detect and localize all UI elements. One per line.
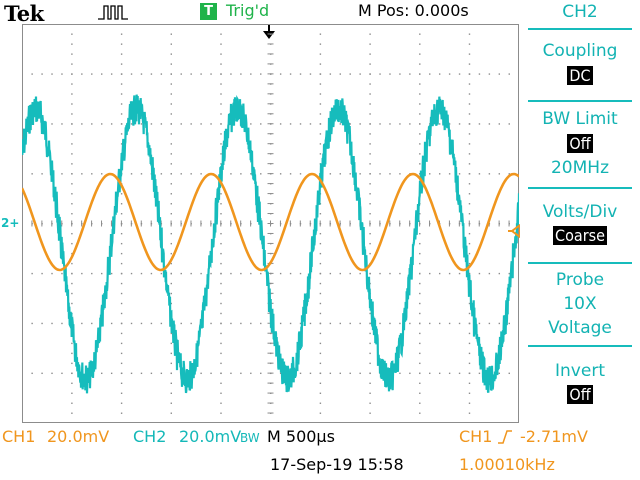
ch2-scale: 20.0mV <box>179 427 242 446</box>
menu-divider <box>528 345 632 347</box>
volts-div-button[interactable]: Volts/Div Coarse <box>520 189 640 261</box>
ch1-waveform <box>22 172 519 272</box>
ch2-reference-marker[interactable]: 2+ <box>1 216 20 230</box>
bw-limit-value: Off <box>567 134 593 153</box>
menu-divider <box>528 187 632 189</box>
probe-button[interactable]: Probe 10X Voltage <box>520 264 640 344</box>
status-bar: Tek T Trig'd M Pos: 0.000s <box>0 0 520 26</box>
invert-label: Invert <box>555 361 605 381</box>
trigger-position-icon <box>263 25 275 39</box>
menu-divider <box>528 262 632 264</box>
bw-limit-label: BW Limit <box>542 109 618 129</box>
ch1-label: CH1 <box>2 427 36 446</box>
bw-limit-badge: BW <box>240 431 260 445</box>
menu-divider <box>528 28 632 30</box>
horizontal-position: M Pos: 0.000s <box>358 1 469 20</box>
menu-title: CH2 <box>562 2 598 22</box>
menu-divider <box>528 100 632 102</box>
coupling-button[interactable]: Coupling DC <box>520 30 640 98</box>
ch2-label: CH2 <box>133 427 167 446</box>
probe-attenuation: 10X <box>563 294 597 314</box>
readout-bar: CH1 20.0mV CH2 20.0mV BW M 500µs CH1 -2.… <box>0 425 640 480</box>
coupling-value: DC <box>567 66 593 85</box>
rising-edge-icon <box>498 430 512 444</box>
timebase: M 500µs <box>267 427 335 446</box>
volts-div-label: Volts/Div <box>542 202 618 222</box>
ch1-scale: 20.0mV <box>47 427 110 446</box>
probe-label: Probe <box>555 270 605 290</box>
invert-value: Off <box>567 385 593 404</box>
trigger-level: -2.71mV <box>520 427 588 446</box>
volts-div-value: Coarse <box>553 226 607 245</box>
trigger-badge: T <box>200 3 217 20</box>
pulse-icon <box>98 5 128 20</box>
graticule <box>22 24 519 423</box>
bw-limit-button[interactable]: BW Limit Off 20MHz <box>520 102 640 186</box>
ch2-waveform <box>22 94 519 394</box>
trigger-source: CH1 <box>459 427 493 446</box>
brand-logo: Tek <box>4 1 44 26</box>
trigger-level-icon[interactable] <box>508 224 520 238</box>
bw-limit-note: 20MHz <box>550 158 609 178</box>
waveform-display[interactable] <box>22 24 519 423</box>
invert-button[interactable]: Invert Off <box>520 347 640 419</box>
probe-type: Voltage <box>548 318 612 338</box>
coupling-label: Coupling <box>542 41 618 61</box>
trigger-status: Trig'd <box>226 1 270 20</box>
date-time: 17-Sep-19 15:58 <box>270 455 404 474</box>
channel-menu: CH2 Coupling DC BW Limit Off 20MHz Volts… <box>520 0 640 425</box>
trigger-frequency: 1.00010kHz <box>459 455 555 474</box>
